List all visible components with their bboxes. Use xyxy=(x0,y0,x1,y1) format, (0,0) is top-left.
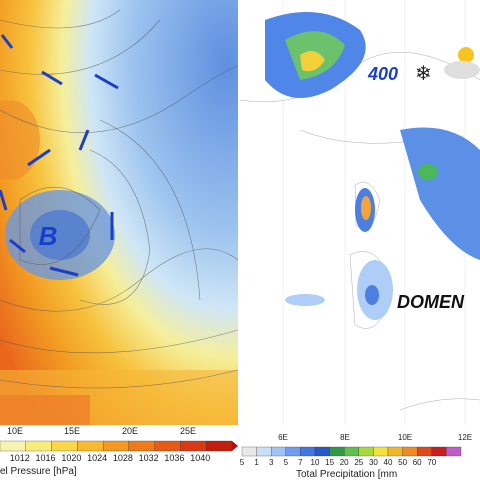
colorbar-swatch xyxy=(446,446,462,457)
colorbar-label: 1016 xyxy=(36,453,56,463)
colorbar-swatch xyxy=(285,446,301,457)
colorbar-label: 50 xyxy=(398,458,407,467)
colorbar-label: 10 xyxy=(311,458,320,467)
colorbar-title: el Pressure [hPa] xyxy=(0,466,77,477)
lon-label: 10E xyxy=(7,426,23,436)
colorbar-swatch xyxy=(241,446,257,457)
colorbar-label: 70 xyxy=(427,458,436,467)
colorbar-swatch xyxy=(128,440,155,452)
colorbar-label: 7 xyxy=(298,458,303,467)
lon-label: 20E xyxy=(122,426,138,436)
colorbar-arrow xyxy=(232,441,238,451)
colorbar-swatch xyxy=(300,446,316,457)
colorbar-swatch xyxy=(344,446,359,457)
lon-label: 6E xyxy=(278,433,288,442)
colorbar-swatch xyxy=(102,440,130,452)
colorbar-label: 1028 xyxy=(113,453,133,463)
lon-label: 10E xyxy=(398,433,412,442)
colorbar-swatch xyxy=(51,440,78,452)
colorbar-label: 5 xyxy=(240,458,245,467)
colorbar-label: 1040 xyxy=(190,453,210,463)
day-label: DOMEN xyxy=(397,292,465,312)
colorbar-swatch xyxy=(271,446,286,457)
colorbar-label: 5 xyxy=(284,458,289,467)
colorbar-swatch xyxy=(77,440,104,452)
colorbar-swatch xyxy=(25,440,52,452)
precipitation-map: 400 ❄ DOMEN xyxy=(239,0,480,425)
colorbar-label: 20 xyxy=(340,458,349,467)
colorbar-label: 1036 xyxy=(164,453,184,463)
colorbar-label: 40 xyxy=(384,458,393,467)
colorbar-label: 30 xyxy=(369,458,378,467)
colorbar-label: 25 xyxy=(354,458,363,467)
colorbar-title: Total Precipitation [mm xyxy=(296,469,397,480)
colorbar-swatch xyxy=(358,446,374,457)
colorbar-swatch xyxy=(256,446,272,457)
pressure-colorbar: 1012 1016 1020 1024 1028 1032 1036 1040 xyxy=(0,440,238,463)
pressure-map: B xyxy=(0,0,247,425)
colorbar-swatch xyxy=(417,446,432,457)
colorbar-swatch xyxy=(0,440,26,452)
colorbar-swatch xyxy=(373,446,389,457)
colorbar-label: 1024 xyxy=(87,453,107,463)
colorbar-label: 1 xyxy=(254,458,259,467)
colorbar-swatch xyxy=(402,446,418,457)
lon-label: 15E xyxy=(64,426,80,436)
colorbar-swatch xyxy=(387,446,403,457)
colorbar-swatch xyxy=(180,440,207,452)
colorbar-swatch xyxy=(329,446,345,457)
cloud-icon xyxy=(444,61,480,79)
snow-icon: ❄ xyxy=(415,63,432,85)
colorbar-label: 1032 xyxy=(139,453,159,463)
colorbar-label: 60 xyxy=(413,458,422,467)
precip-colorbar: 5 1 3 5 7 10 15 20 25 30 40 50 60 70 xyxy=(240,446,462,467)
low-label: B xyxy=(39,221,58,251)
colorbar-label: 15 xyxy=(325,458,334,467)
colorbar-label: 3 xyxy=(269,458,274,467)
colorbar-swatch xyxy=(154,440,181,452)
lon-label: 8E xyxy=(340,433,350,442)
colorbar-swatch xyxy=(314,446,330,457)
sun-icon xyxy=(458,47,474,63)
height-label: 400 xyxy=(367,64,398,84)
lon-label: 12E xyxy=(458,433,472,442)
lon-label: 25E xyxy=(180,426,196,436)
colorbar-label: 1020 xyxy=(61,453,81,463)
colorbar-label: 1012 xyxy=(10,453,30,463)
colorbar-swatch xyxy=(431,446,447,457)
colorbar-swatch xyxy=(206,440,233,452)
